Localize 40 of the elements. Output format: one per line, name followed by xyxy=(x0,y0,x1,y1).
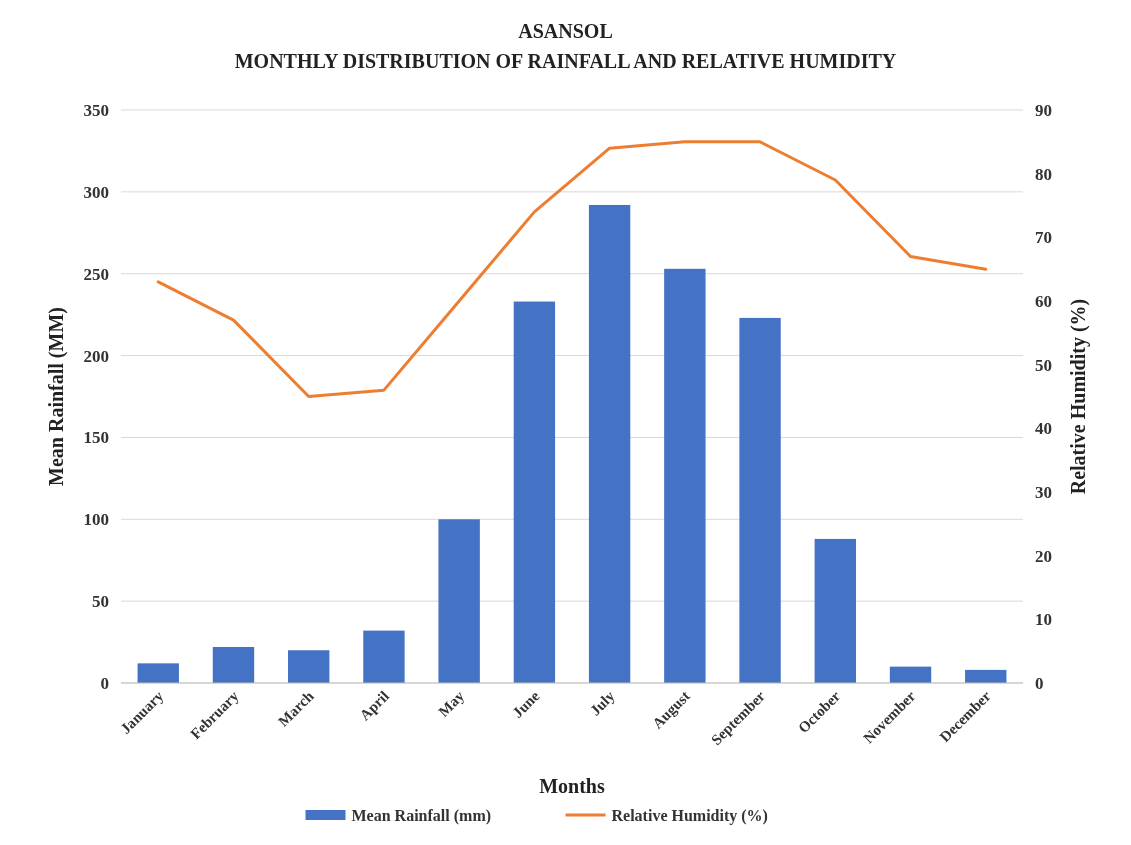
x-tick-label: June xyxy=(509,687,543,721)
y-tick-label: 100 xyxy=(83,510,109,530)
bar xyxy=(513,301,556,683)
y-tick-label: 350 xyxy=(83,100,109,120)
bar xyxy=(288,650,330,683)
y-tick-label: 250 xyxy=(83,264,109,284)
x-tick-label: July xyxy=(586,687,619,719)
y-tick-label: 0 xyxy=(100,673,109,693)
bar xyxy=(664,268,706,683)
y-axis-title: Mean Rainfall (MM) xyxy=(45,307,68,486)
bar xyxy=(889,666,932,683)
y2-tick-label: 70 xyxy=(1035,228,1052,248)
chart-subtitle: MONTHLY DISTRIBUTION OF RAINFALL AND RELATIVE HUMIDITY xyxy=(234,50,897,72)
y-tick-label: 300 xyxy=(83,182,109,202)
bar xyxy=(588,204,631,683)
chart-title: ASANSOL xyxy=(518,20,613,42)
y2-tick-label: 90 xyxy=(1035,100,1052,120)
y-tick-label: 50 xyxy=(92,592,109,612)
y2-tick-label: 10 xyxy=(1035,610,1052,630)
bar xyxy=(363,630,405,683)
bar xyxy=(438,519,480,683)
legend-label: Mean Rainfall (mm) xyxy=(351,806,492,825)
bar xyxy=(137,663,179,683)
y2-tick-label: 20 xyxy=(1035,546,1052,566)
y2-tick-label: 80 xyxy=(1035,164,1052,184)
y2-tick-label: 40 xyxy=(1035,419,1052,439)
x-axis-title: Months xyxy=(539,775,605,797)
bar xyxy=(739,317,781,683)
y-tick-label: 150 xyxy=(83,428,109,448)
y-tick-label: 200 xyxy=(83,346,109,366)
y2-tick-label: 0 xyxy=(1035,673,1044,693)
legend-label: Relative Humidity (%) xyxy=(611,806,768,825)
bar xyxy=(814,538,856,683)
y2-tick-label: 30 xyxy=(1035,482,1052,502)
y2-tick-label: 60 xyxy=(1035,291,1052,311)
bar xyxy=(212,646,255,683)
line-series xyxy=(156,140,988,398)
bar xyxy=(965,669,1007,683)
y2-axis-title: Relative Humidity (%) xyxy=(1067,298,1090,495)
y2-tick-label: 50 xyxy=(1035,355,1052,375)
